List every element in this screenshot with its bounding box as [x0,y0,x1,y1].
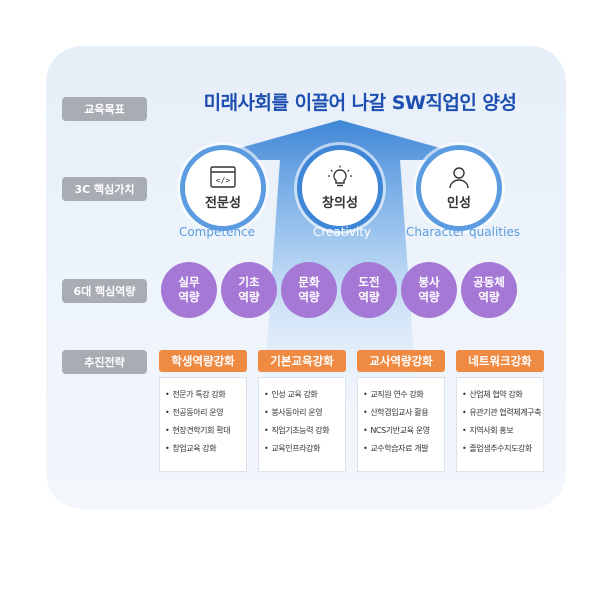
strategy-teacher-list: 교직원 연수 강화 산학겸임교사 활용 NCS기반교육 운영 교수학습자료 개발 [357,377,445,472]
competency-challenge: 도전 역량 [341,262,397,318]
lightbulb-icon [328,165,352,187]
list-item: 직업기초능력 강화 [264,422,343,440]
value-creativity-en: Creativity [312,225,372,239]
competency-culture: 문화 역량 [281,262,337,318]
competency-service: 봉사 역량 [401,262,457,318]
list-item: 산학겸임교사 활용 [363,404,442,422]
list-item: NCS기반교육 운영 [363,422,442,440]
strategy-basic-title: 기본교육강화 [258,350,346,372]
value-competence-label: 전문성 [205,196,241,211]
list-item: 산업체 협약 강화 [462,386,541,404]
value-character: 인성 [416,145,502,231]
value-character-en: Character qualities [406,225,520,239]
list-item: 현장견학기회 확대 [165,422,244,440]
strategy-label: 추진전략 [62,350,147,374]
list-item: 교직원 연수 강화 [363,386,442,404]
competency-basic: 기초 역량 [221,262,277,318]
person-icon [449,167,469,189]
competency-practical: 실무 역량 [161,262,217,318]
value-competence: </> 전문성 [180,145,266,231]
competency-community: 공동체 역량 [461,262,517,318]
value-competence-en: Competence [178,225,256,239]
list-item: 인성 교육 강화 [264,386,343,404]
list-item: 창업교육 강화 [165,440,244,458]
core-values-label: 3C 핵심가치 [62,177,147,201]
list-item: 유관기관 협력체계구축 [462,404,541,422]
strategy-student-title: 학생역량강화 [159,350,247,372]
competencies-label: 6대 핵심역량 [62,279,147,303]
goal-label: 교육목표 [62,97,147,121]
list-item: 봉사동아리 운영 [264,404,343,422]
goal-title: 미래사회를 이끌어 나갈 SW직업인 양성 [203,92,517,114]
list-item: 교수학습자료 개발 [363,440,442,458]
code-window-icon: </> [210,166,236,188]
list-item: 지역사회 홍보 [462,422,541,440]
strategy-network-title: 네트워크강화 [456,350,544,372]
strategy-network-list: 산업체 협약 강화 유관기관 협력체계구축 지역사회 홍보 졸업생추수지도강화 [456,377,544,472]
value-character-label: 인성 [447,196,471,211]
list-item: 전공동아리 운영 [165,404,244,422]
strategy-basic-list: 인성 교육 강화 봉사동아리 운영 직업기초능력 강화 교육인프라강화 [258,377,346,472]
value-creativity-label: 창의성 [322,196,358,211]
strategy-student-list: 전문가 특강 강화 전공동아리 운영 현장견학기회 확대 창업교육 강화 [159,377,247,472]
value-creativity: 창의성 [297,145,383,231]
list-item: 졸업생추수지도강화 [462,440,541,458]
list-item: 교육인프라강화 [264,440,343,458]
strategy-teacher-title: 교사역량강화 [357,350,445,372]
list-item: 전문가 특강 강화 [165,386,244,404]
svg-text:</>: </> [216,176,231,185]
